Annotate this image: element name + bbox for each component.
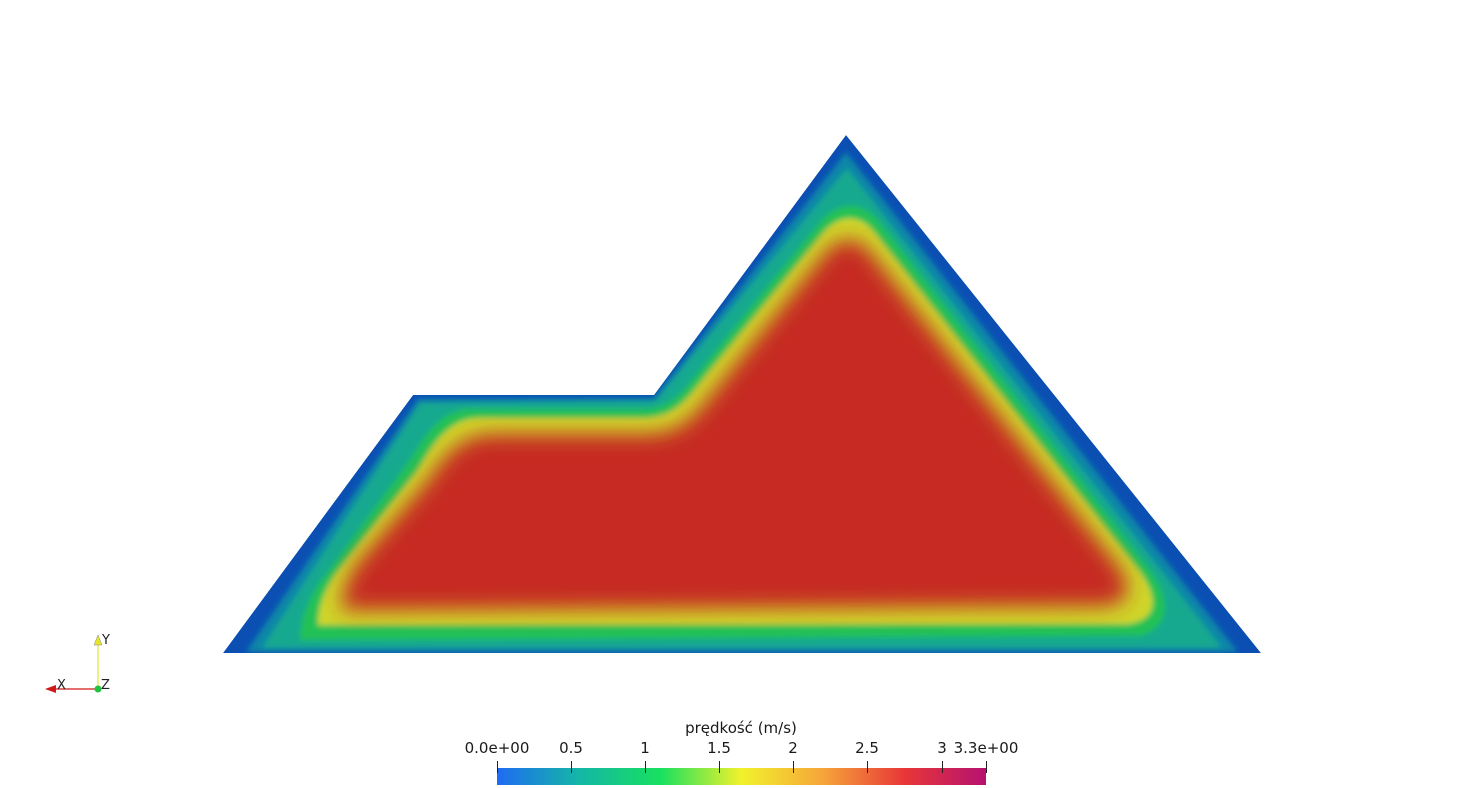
colorbar-tick [645, 761, 646, 773]
z-axis-label: Z [101, 678, 110, 693]
colorbar-title: prędkość (m/s) [685, 719, 797, 737]
colorbar-tick [986, 761, 987, 773]
colorbar-tick [793, 761, 794, 773]
x-axis-label: X [57, 678, 66, 693]
colorbar-tick [719, 761, 720, 773]
colorbar-tick [867, 761, 868, 773]
colorbar-gradient [497, 768, 986, 785]
colorbar-tick [571, 761, 572, 773]
colorbar-tick-label: 1 [640, 739, 650, 757]
colorbar-tick [942, 761, 943, 773]
colorbar-tick [497, 761, 498, 773]
colorbar-tick-label: 3.3e+00 [953, 739, 1019, 757]
colorbar-tick-label: 2.5 [855, 739, 879, 757]
y-axis-label: Y [101, 633, 110, 648]
colorbar-tick-label: 1.5 [707, 739, 731, 757]
colorbar-tick-label: 0.5 [559, 739, 583, 757]
colorbar-tick-label: 2 [788, 739, 798, 757]
colorbar-tick-label: 3 [937, 739, 947, 757]
colorbar-tick-label: 0.0e+00 [464, 739, 530, 757]
orientation-axes: Y X Z [45, 633, 110, 693]
velocity-field [223, 135, 1261, 653]
band-core [342, 240, 1127, 610]
